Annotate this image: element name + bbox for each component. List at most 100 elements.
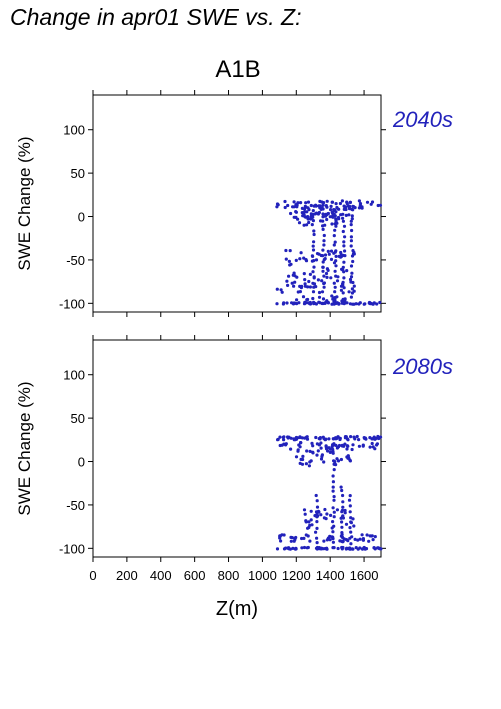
x-tick-label: 1600	[350, 568, 379, 583]
data-point	[320, 279, 324, 283]
data-point	[303, 436, 307, 440]
data-point	[307, 279, 311, 284]
data-point	[321, 207, 325, 211]
data-point	[357, 206, 361, 210]
data-point	[303, 282, 307, 286]
data-point	[299, 251, 303, 255]
data-point	[315, 252, 320, 256]
data-point	[340, 199, 344, 203]
data-point	[304, 201, 308, 205]
data-point	[341, 219, 345, 223]
data-point	[348, 547, 352, 551]
data-point	[340, 531, 344, 535]
data-point	[339, 485, 343, 489]
data-point	[298, 257, 302, 261]
data-point	[306, 200, 311, 204]
data-point	[293, 280, 297, 284]
data-point	[341, 280, 345, 284]
data-point	[314, 510, 319, 514]
data-point	[343, 436, 347, 440]
data-point	[332, 510, 336, 514]
y-tick-label: 50	[71, 411, 85, 426]
data-point	[375, 302, 379, 306]
data-point	[338, 539, 342, 543]
data-point	[311, 254, 315, 258]
data-point	[279, 288, 283, 292]
data-point	[325, 538, 329, 542]
y-tick-label: -100	[59, 296, 85, 311]
data-point	[275, 287, 279, 291]
data-point	[329, 208, 333, 212]
data-point	[346, 438, 350, 442]
data-point	[289, 447, 293, 451]
data-point	[290, 281, 294, 285]
data-point	[336, 546, 340, 551]
data-point	[348, 510, 352, 514]
data-point	[357, 302, 361, 306]
data-point	[341, 265, 345, 269]
data-point	[314, 258, 319, 262]
data-point	[329, 249, 334, 253]
data-point	[280, 533, 284, 537]
data-point	[375, 443, 379, 447]
data-point	[340, 525, 344, 529]
data-point	[302, 272, 306, 276]
y-tick-label: 0	[78, 455, 85, 470]
x-tick-label: 1200	[282, 568, 311, 583]
data-point	[345, 269, 349, 273]
data-point	[333, 285, 337, 289]
x-tick-label: 1400	[316, 568, 345, 583]
data-point	[350, 447, 354, 452]
data-point	[331, 437, 335, 441]
data-point	[312, 265, 316, 269]
data-point	[341, 493, 345, 498]
data-point	[312, 240, 316, 244]
data-point	[371, 538, 375, 542]
data-point	[318, 437, 322, 441]
data-point	[343, 249, 347, 253]
data-point	[332, 495, 336, 499]
data-point	[300, 546, 304, 550]
data-point	[300, 436, 304, 440]
data-point	[311, 281, 315, 285]
data-point	[330, 445, 334, 449]
data-point	[336, 435, 340, 439]
data-point	[348, 494, 352, 498]
data-point	[334, 254, 338, 258]
data-point	[292, 301, 296, 305]
data-point	[339, 288, 343, 292]
data-point	[343, 508, 347, 513]
data-point	[325, 512, 329, 516]
data-point	[343, 511, 347, 515]
data-point	[331, 447, 335, 452]
data-point	[351, 280, 355, 285]
data-point	[286, 546, 290, 550]
data-point	[298, 435, 302, 439]
y-tick-label: 100	[63, 368, 85, 383]
data-point	[373, 535, 377, 539]
data-point	[341, 500, 345, 504]
data-point	[340, 515, 344, 519]
data-point	[321, 435, 325, 439]
data-point	[307, 464, 311, 468]
data-point	[368, 436, 372, 440]
x-tick-label: 0	[89, 568, 96, 583]
data-point	[349, 219, 353, 223]
data-point	[336, 459, 341, 463]
data-point	[298, 284, 302, 288]
data-point	[307, 220, 311, 225]
plot-frame	[92, 94, 382, 313]
data-point	[304, 259, 309, 263]
data-point	[328, 215, 332, 219]
data-point	[330, 200, 335, 204]
data-point	[299, 457, 303, 461]
data-point	[333, 269, 337, 273]
data-point	[297, 221, 302, 225]
data-point	[319, 457, 324, 461]
x-tick-label: 1000	[248, 568, 277, 583]
data-point	[349, 275, 354, 279]
data-point	[302, 508, 307, 512]
y-tick-label: 100	[63, 123, 85, 138]
data-point	[328, 450, 332, 454]
data-point	[365, 200, 370, 204]
